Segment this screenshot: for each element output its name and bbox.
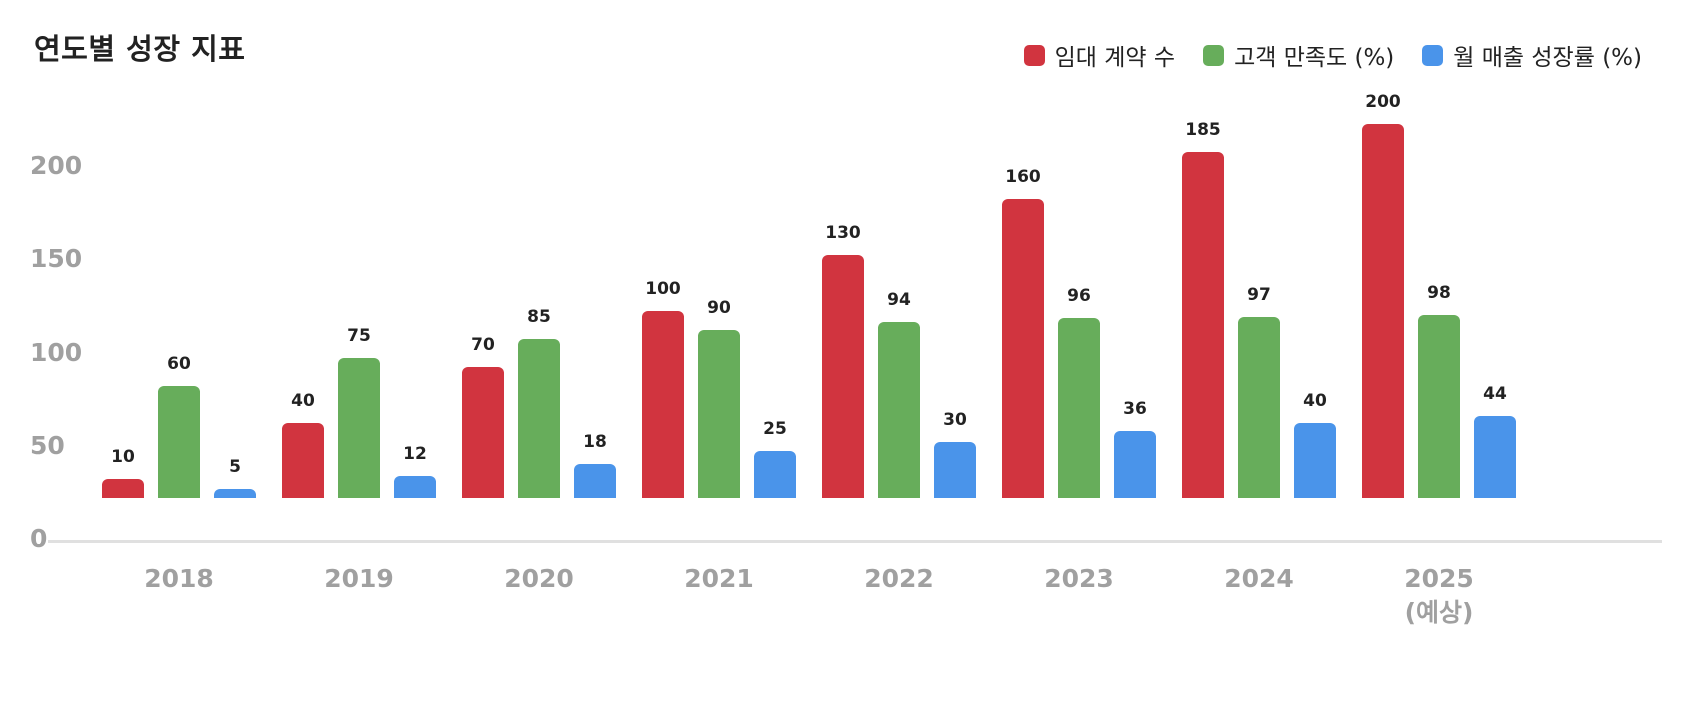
x-tick-sublabel: (예상)	[1404, 598, 1474, 627]
bar-monthly-revenue-growth[interactable]	[1474, 416, 1516, 498]
legend-swatch-blue-icon	[1422, 44, 1444, 66]
legend-item-monthly-revenue-growth[interactable]: 월 매출 성장률 (%)	[1422, 38, 1642, 72]
bar-value-label: 36	[1123, 399, 1147, 419]
bar-monthly-revenue-growth[interactable]	[574, 464, 616, 498]
bar-customer-satisfaction[interactable]	[1238, 317, 1280, 498]
bar-value-label: 30	[943, 410, 967, 430]
bar-customer-satisfaction[interactable]	[1058, 318, 1100, 498]
bar-value-label: 85	[527, 307, 551, 327]
bar-value-label: 90	[707, 298, 731, 318]
bar-lease-contracts[interactable]	[1002, 199, 1044, 498]
legend-item-customer-satisfaction[interactable]: 고객 만족도 (%)	[1203, 38, 1394, 72]
x-tick-label: 2019	[324, 564, 394, 593]
bar-monthly-revenue-growth[interactable]	[394, 476, 436, 498]
bar-value-label: 75	[347, 326, 371, 346]
bar-customer-satisfaction[interactable]	[1418, 315, 1460, 498]
legend-swatch-red-icon	[1023, 44, 1045, 66]
bar-value-label: 18	[583, 432, 607, 452]
y-tick-150: 150	[30, 244, 83, 273]
chart-title: 연도별 성장 지표	[34, 32, 246, 66]
legend-label: 임대 계약 수	[1054, 45, 1176, 71]
bar-value-label: 60	[167, 354, 191, 374]
bar-monthly-revenue-growth[interactable]	[214, 489, 256, 498]
bar-customer-satisfaction[interactable]	[698, 330, 740, 498]
bar-value-label: 160	[1005, 167, 1041, 187]
x-tick-label: 2021	[684, 564, 754, 593]
bar-customer-satisfaction[interactable]	[878, 322, 920, 498]
bar-monthly-revenue-growth[interactable]	[1114, 431, 1156, 498]
bar-customer-satisfaction[interactable]	[338, 358, 380, 498]
bar-monthly-revenue-growth[interactable]	[934, 442, 976, 498]
bar-value-label: 12	[403, 444, 427, 464]
bar-lease-contracts[interactable]	[642, 311, 684, 498]
bar-monthly-revenue-growth[interactable]	[1294, 423, 1336, 498]
bar-lease-contracts[interactable]	[282, 423, 324, 498]
bar-value-label: 70	[471, 335, 495, 355]
bar-customer-satisfaction[interactable]	[518, 339, 560, 498]
y-tick-0: 0	[30, 524, 48, 553]
bar-value-label: 10	[111, 447, 135, 467]
legend-swatch-green-icon	[1203, 44, 1225, 66]
y-tick-200: 200	[30, 151, 83, 180]
x-tick-label: 2025 (예상)	[1404, 564, 1474, 627]
bar-value-label: 130	[825, 223, 861, 243]
legend-label: 고객 만족도 (%)	[1234, 45, 1395, 71]
bar-lease-contracts[interactable]	[1362, 124, 1404, 498]
x-tick-label: 2018	[144, 564, 214, 593]
legend-item-lease-contracts[interactable]: 임대 계약 수	[1023, 38, 1176, 72]
y-tick-50: 50	[30, 431, 65, 460]
bar-monthly-revenue-growth[interactable]	[754, 451, 796, 498]
x-tick-label: 2024	[1224, 564, 1294, 593]
bar-value-label: 40	[291, 391, 315, 411]
x-axis-line	[48, 540, 1662, 543]
bar-lease-contracts[interactable]	[1182, 152, 1224, 498]
legend: 임대 계약 수 고객 만족도 (%) 월 매출 성장률 (%)	[1023, 38, 1642, 72]
bar-value-label: 44	[1483, 384, 1507, 404]
bar-customer-satisfaction[interactable]	[158, 386, 200, 498]
bar-value-label: 200	[1365, 92, 1401, 112]
bar-value-label: 40	[1303, 391, 1327, 411]
x-tick-label: 2022	[864, 564, 934, 593]
bar-value-label: 94	[887, 290, 911, 310]
bar-value-label: 97	[1247, 285, 1271, 305]
x-tick-label: 2020	[504, 564, 574, 593]
legend-label: 월 매출 성장률 (%)	[1453, 45, 1642, 71]
bar-value-label: 96	[1067, 286, 1091, 306]
bar-value-label: 98	[1427, 283, 1451, 303]
bar-lease-contracts[interactable]	[462, 367, 504, 498]
bar-lease-contracts[interactable]	[822, 255, 864, 498]
bar-value-label: 25	[763, 419, 787, 439]
bar-value-label: 100	[645, 279, 681, 299]
x-tick-label: 2023	[1044, 564, 1114, 593]
y-tick-100: 100	[30, 338, 83, 367]
bar-value-label: 185	[1185, 120, 1221, 140]
bar-lease-contracts[interactable]	[102, 479, 144, 498]
bar-value-label: 5	[229, 457, 241, 477]
